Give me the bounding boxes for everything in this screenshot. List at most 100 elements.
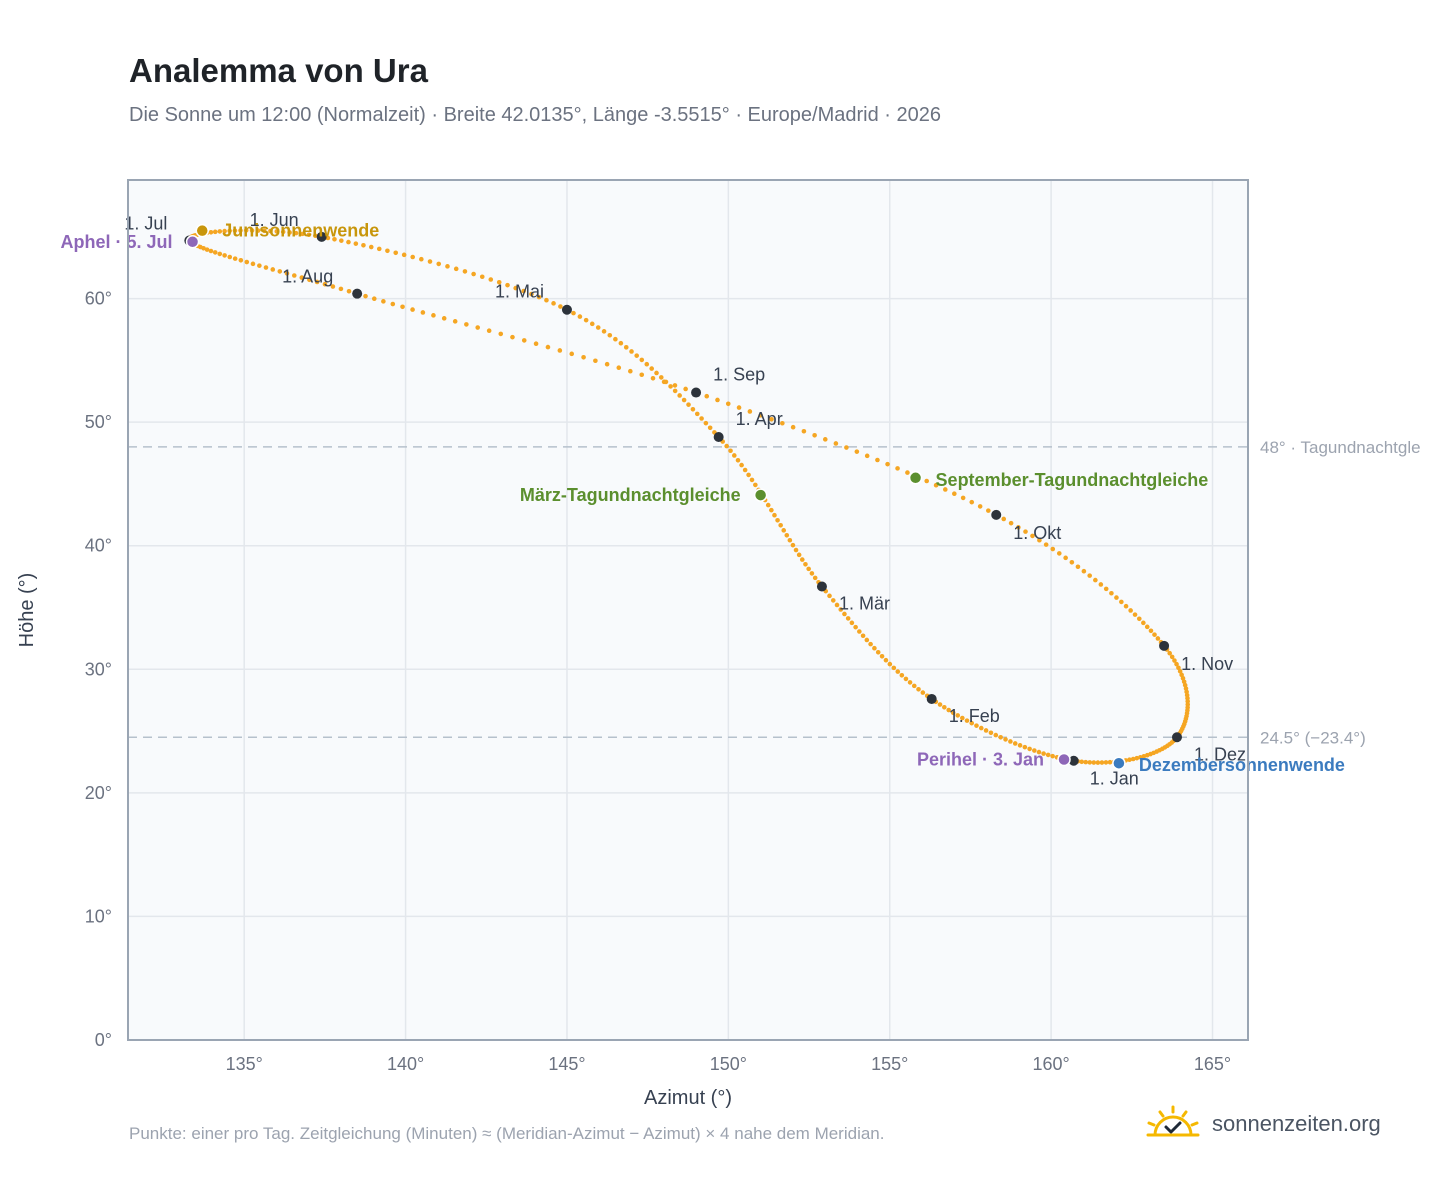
- day-point: [410, 254, 416, 260]
- month-marker: [713, 432, 724, 443]
- day-point: [544, 297, 549, 303]
- day-point: [1091, 760, 1097, 765]
- day-point: [629, 349, 634, 354]
- event-marker: [1057, 752, 1071, 767]
- day-point: [739, 462, 744, 468]
- reference-line-label: 48° · Tagundnachtgle: [1260, 438, 1421, 457]
- day-point: [1022, 744, 1028, 750]
- day-point: [809, 571, 815, 576]
- x-tick-label: 145°: [548, 1054, 585, 1074]
- day-point: [322, 281, 328, 287]
- day-point: [1107, 759, 1113, 765]
- month-label: 1. Dez: [1194, 744, 1246, 764]
- day-point: [977, 504, 983, 509]
- day-point: [208, 229, 214, 235]
- day-point: [1172, 658, 1177, 663]
- day-point: [838, 607, 844, 612]
- day-point: [601, 329, 607, 334]
- day-point: [243, 228, 249, 233]
- day-point: [401, 252, 407, 258]
- day-point: [677, 393, 682, 398]
- brand[interactable]: sonnenzeiten.org: [1146, 1104, 1381, 1144]
- day-point: [960, 715, 965, 721]
- day-point: [978, 725, 984, 731]
- day-point: [238, 258, 244, 263]
- day-point: [1128, 608, 1133, 613]
- day-point: [649, 366, 654, 371]
- day-point: [420, 310, 426, 315]
- day-point: [261, 228, 267, 234]
- month-label: 1. Nov: [1181, 654, 1233, 674]
- month-label: 1. Feb: [949, 706, 1000, 726]
- day-point: [1050, 546, 1056, 552]
- day-point: [842, 611, 847, 617]
- day-point: [557, 348, 563, 353]
- day-point: [879, 653, 885, 659]
- day-point: [1045, 752, 1051, 758]
- day-point: [545, 344, 551, 350]
- day-point: [616, 365, 622, 371]
- day-point: [887, 661, 893, 667]
- day-point: [728, 448, 733, 454]
- event-marker: [185, 235, 200, 249]
- day-point: [204, 247, 210, 252]
- y-tick-label: 0°: [95, 1030, 112, 1050]
- day-point: [1169, 654, 1175, 660]
- day-point: [993, 732, 999, 738]
- day-point: [551, 301, 556, 306]
- day-point: [998, 734, 1003, 740]
- event-label: Dezembersonnenwende: [1139, 755, 1345, 775]
- day-point: [452, 319, 458, 324]
- day-point: [353, 241, 359, 246]
- day-point: [891, 665, 897, 671]
- event-markers: Junisonnenwende Dezembersonnenwende März-T…: [61, 221, 1345, 776]
- day-point: [924, 478, 929, 484]
- day-point: [1016, 525, 1021, 530]
- y-tick-label: 30°: [85, 659, 112, 679]
- event-marker: [195, 223, 209, 238]
- day-point: [227, 228, 232, 234]
- day-point: [812, 575, 818, 581]
- day-point: [830, 598, 836, 603]
- day-point: [521, 288, 526, 294]
- day-point: [1063, 555, 1068, 561]
- day-point: [801, 428, 807, 434]
- day-point: [1069, 559, 1075, 565]
- day-point: [1036, 749, 1042, 755]
- x-axis-label: Azimut (°): [644, 1087, 732, 1109]
- day-point: [479, 274, 485, 280]
- day-point: [812, 432, 817, 438]
- day-point: [208, 248, 214, 254]
- day-point: [844, 445, 849, 450]
- x-tick-label: 150°: [710, 1054, 747, 1074]
- y-tick-label: 20°: [85, 783, 112, 803]
- day-point: [1075, 564, 1081, 570]
- day-point: [376, 246, 382, 252]
- day-point: [263, 265, 269, 270]
- day-point: [475, 325, 480, 330]
- day-point: [704, 393, 710, 399]
- day-point: [911, 683, 917, 689]
- day-point: [725, 401, 731, 407]
- day-point: [833, 441, 839, 446]
- day-point: [346, 239, 351, 245]
- day-point: [765, 502, 771, 508]
- event-label: März-Tagundnachtgleiche: [520, 485, 741, 505]
- day-point: [1087, 573, 1092, 578]
- day-point: [1109, 590, 1114, 596]
- day-point: [639, 372, 645, 378]
- day-point: [920, 690, 926, 695]
- day-point: [872, 645, 877, 651]
- day-point: [775, 517, 780, 523]
- day-point: [1008, 739, 1013, 744]
- day-point: [1083, 759, 1089, 765]
- day-point: [1008, 520, 1014, 526]
- day-point: [486, 328, 492, 334]
- day-point: [747, 409, 753, 414]
- day-point: [724, 443, 729, 449]
- day-point: [464, 322, 469, 327]
- day-point: [313, 233, 318, 239]
- day-point: [969, 499, 975, 505]
- day-point: [654, 370, 659, 376]
- day-point: [986, 508, 991, 513]
